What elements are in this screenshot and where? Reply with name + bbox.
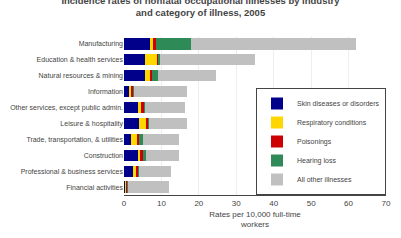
svg-text:Financial activities: Financial activities bbox=[66, 184, 123, 191]
svg-text:Skin diseases or disorders: Skin diseases or disorders bbox=[297, 100, 380, 107]
svg-text:Construction: Construction bbox=[84, 152, 123, 159]
svg-text:Natural resources & mining: Natural resources & mining bbox=[39, 72, 124, 80]
svg-text:60: 60 bbox=[344, 199, 353, 208]
svg-text:Professional & business servic: Professional & business services bbox=[21, 168, 124, 175]
svg-text:Information: Information bbox=[88, 88, 123, 95]
svg-text:Rates per 10,000 full-timework: Rates per 10,000 full-timeworkers bbox=[209, 210, 301, 229]
svg-text:Trade, transportation, & utili: Trade, transportation, & utilities bbox=[26, 136, 123, 144]
svg-text:All other illnesses: All other illnesses bbox=[297, 176, 352, 183]
svg-text:10: 10 bbox=[157, 199, 166, 208]
svg-text:0: 0 bbox=[122, 199, 127, 208]
svg-text:Other services, except public: Other services, except public admin. bbox=[10, 104, 123, 112]
svg-text:40: 40 bbox=[269, 199, 278, 208]
svg-text:20: 20 bbox=[194, 199, 203, 208]
svg-text:Education & health services: Education & health services bbox=[37, 56, 124, 63]
svg-text:Hearing loss: Hearing loss bbox=[297, 157, 336, 165]
svg-text:Manufacturing: Manufacturing bbox=[79, 40, 123, 48]
svg-text:50: 50 bbox=[307, 199, 316, 208]
svg-text:Incidence rates of nonfatal oc: Incidence rates of nonfatal occupational… bbox=[61, 0, 340, 18]
svg-text:Leisure & hospitality: Leisure & hospitality bbox=[60, 120, 123, 128]
svg-text:70: 70 bbox=[382, 199, 391, 208]
svg-text:30: 30 bbox=[232, 199, 241, 208]
svg-text:Respiratory conditions: Respiratory conditions bbox=[297, 119, 367, 127]
svg-text:Poisonings: Poisonings bbox=[297, 138, 332, 146]
